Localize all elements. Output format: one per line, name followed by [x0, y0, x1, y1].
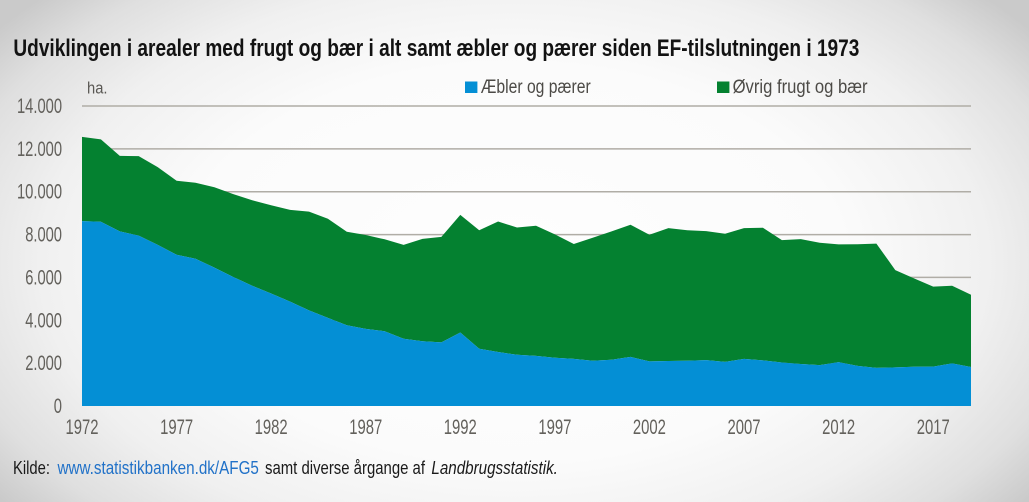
svg-text:14.000: 14.000: [17, 95, 62, 118]
svg-text:10.000: 10.000: [17, 181, 62, 204]
svg-text:0: 0: [54, 395, 62, 418]
svg-text:Kilde:: Kilde:: [13, 458, 50, 478]
svg-text:1992: 1992: [444, 416, 477, 439]
svg-text:1987: 1987: [349, 416, 382, 439]
svg-text:1972: 1972: [66, 416, 99, 439]
svg-text:Landbrugsstatistik.: Landbrugsstatistik.: [431, 458, 558, 478]
svg-text:1977: 1977: [160, 416, 193, 439]
svg-text:1997: 1997: [538, 416, 571, 439]
svg-text:2017: 2017: [917, 416, 950, 439]
svg-text:www.statistikbanken.dk/AFG5: www.statistikbanken.dk/AFG5: [57, 458, 259, 478]
svg-text:Udviklingen i arealer med frug: Udviklingen i arealer med frugt og bær i…: [13, 35, 859, 62]
svg-text:ha.: ha.: [87, 79, 108, 98]
svg-text:Æbler og pærer: Æbler og pærer: [481, 77, 592, 98]
svg-text:8.000: 8.000: [25, 224, 62, 247]
svg-text:4.000: 4.000: [25, 309, 62, 332]
svg-text:Øvrig frugt og bær: Øvrig frugt og bær: [733, 77, 869, 98]
svg-text:12.000: 12.000: [17, 138, 62, 161]
svg-text:2007: 2007: [728, 416, 761, 439]
svg-text:samt diverse årgange af: samt diverse årgange af: [265, 458, 426, 478]
svg-text:1982: 1982: [255, 416, 288, 439]
svg-text:6.000: 6.000: [25, 266, 62, 289]
svg-text:2.000: 2.000: [25, 352, 62, 375]
svg-text:2012: 2012: [822, 416, 855, 439]
svg-text:2002: 2002: [633, 416, 666, 439]
